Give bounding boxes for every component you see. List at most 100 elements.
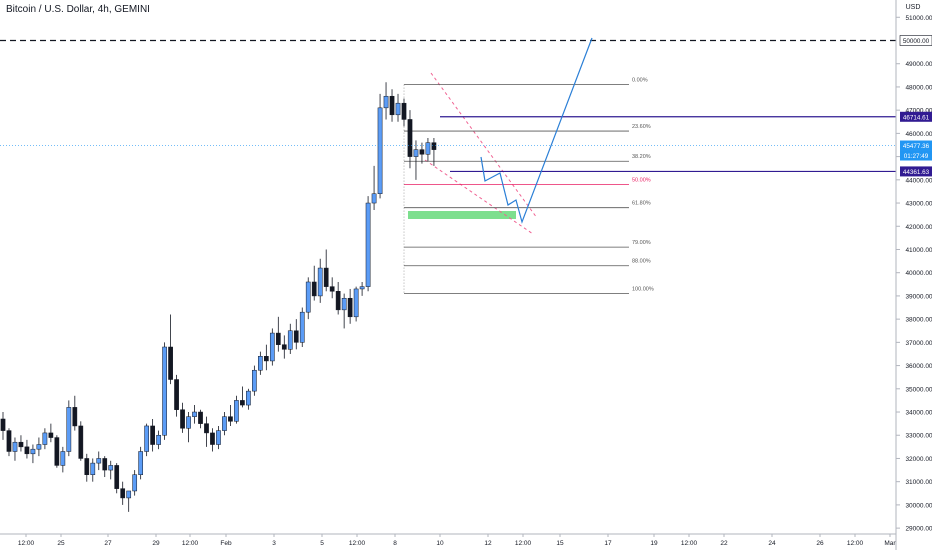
candle-body <box>54 437 60 466</box>
candle-body <box>78 425 84 459</box>
price-tick-label: 43000.00 <box>905 201 932 208</box>
candle <box>371 165 377 211</box>
candle-body <box>126 490 132 499</box>
candle <box>377 93 383 199</box>
candle <box>180 402 185 433</box>
price-label-44361-bg <box>900 166 932 177</box>
price-tick-label: 44000.00 <box>905 177 932 184</box>
candle <box>246 388 251 410</box>
candle-body <box>48 432 54 438</box>
time-tick-label: 25 <box>57 540 65 547</box>
price-tick-label: 46000.00 <box>905 131 932 138</box>
interval-label: 4h <box>97 4 109 15</box>
candle-body <box>90 462 96 475</box>
candle <box>323 249 329 292</box>
candle <box>102 456 108 478</box>
candle-body <box>180 409 185 429</box>
candle <box>234 395 239 424</box>
candle <box>365 196 371 292</box>
price-axis-labels: 50000.00 46714.61 45477.36 01:27:49 44361.63 <box>899 35 932 177</box>
fib-level-label: 50.00% <box>632 177 651 183</box>
chart-drawings: 0.00% 23.60% 38.20% 50.00% 61.80% 79.00% 88.00… <box>403 72 654 294</box>
candle-body <box>395 102 401 116</box>
candle <box>335 281 341 315</box>
candle <box>269 328 275 366</box>
candle <box>66 400 72 457</box>
candle-body <box>335 291 341 311</box>
price-axis[interactable]: 29000.00 30000.00 31000.00 32000.00 33000.00… <box>896 15 932 533</box>
candle <box>258 351 263 375</box>
price-tick-label: 40000.00 <box>905 270 932 277</box>
price-tick-label: 48000.00 <box>905 84 932 91</box>
price-tick-label: 35000.00 <box>905 386 932 393</box>
candle <box>6 428 12 457</box>
candle <box>413 140 419 180</box>
price-label-46714: 46714.61 <box>900 111 932 122</box>
time-tick-label: 24 <box>768 540 776 547</box>
candle-body <box>222 416 227 431</box>
countdown-text: 01:27:49 <box>904 153 929 160</box>
candle-body <box>353 288 359 318</box>
candle <box>419 142 425 164</box>
candle-body <box>0 418 6 431</box>
candle <box>353 286 359 322</box>
time-tick-label: Mar <box>884 540 896 547</box>
price-tick-label: 47000.00 <box>905 108 932 115</box>
time-tick-label: 12:00 <box>349 540 366 547</box>
candle-body <box>60 451 66 466</box>
candle <box>329 277 335 299</box>
candle-body <box>120 488 126 499</box>
candle-body <box>42 432 48 445</box>
price-label-46714-bg <box>900 111 932 122</box>
price-tick-label: 38000.00 <box>905 317 932 324</box>
candle-body <box>246 390 251 406</box>
candle <box>401 98 407 127</box>
candle-body <box>377 107 383 195</box>
price-label-current: 45477.36 <box>900 140 932 151</box>
candle <box>431 138 437 166</box>
price-label-50000-bg <box>899 35 932 46</box>
time-tick-label: 12:00 <box>18 540 35 547</box>
price-tick-label: 33000.00 <box>905 433 932 440</box>
price-label-current-bg <box>900 140 932 151</box>
candle-body <box>347 297 353 318</box>
candle-body <box>323 267 329 287</box>
candle-body <box>383 95 389 109</box>
time-tick-label: 29 <box>152 540 160 547</box>
candle <box>252 365 257 396</box>
candle-body <box>36 444 42 450</box>
candle <box>240 386 245 408</box>
candle-body <box>228 416 233 422</box>
candle-body <box>275 332 281 345</box>
candle <box>341 293 347 329</box>
candle-body <box>162 346 167 436</box>
candle <box>90 458 96 482</box>
candle <box>0 412 6 440</box>
time-tick-label: 17 <box>604 540 612 547</box>
time-axis[interactable]: 12:00 25 27 29 12:00 Feb 3 5 12:00 8 10 12 12:00 15 17… <box>18 534 897 547</box>
price-tick-label: 51000.00 <box>905 15 932 22</box>
candle <box>84 453 90 482</box>
fib-level-label: 61.80% <box>632 201 651 207</box>
candle <box>36 437 42 457</box>
time-tick-label: 12:00 <box>847 540 864 547</box>
price-tick-label: 29000.00 <box>905 526 932 533</box>
candle <box>317 258 323 303</box>
price-tick-label: 41000.00 <box>905 247 932 254</box>
candle-body <box>66 407 72 452</box>
price-label-50000-text: 50000.00 <box>903 38 930 45</box>
candle-body <box>263 356 269 362</box>
price-tick-label: 30000.00 <box>905 502 932 509</box>
candle-body <box>72 407 78 427</box>
price-tick-label: 32000.00 <box>905 456 932 463</box>
candle-body <box>287 330 293 350</box>
candle <box>263 344 269 371</box>
candle <box>305 277 311 320</box>
candle-body <box>371 193 377 204</box>
fib-level-label: 79.00% <box>632 240 651 246</box>
candle <box>299 307 305 348</box>
chart-title: Bitcoin / U.S. Dollar, 4h, GEMINI <box>6 4 150 15</box>
candle-body <box>269 332 275 362</box>
countdown-label: 01:27:49 <box>900 150 932 161</box>
